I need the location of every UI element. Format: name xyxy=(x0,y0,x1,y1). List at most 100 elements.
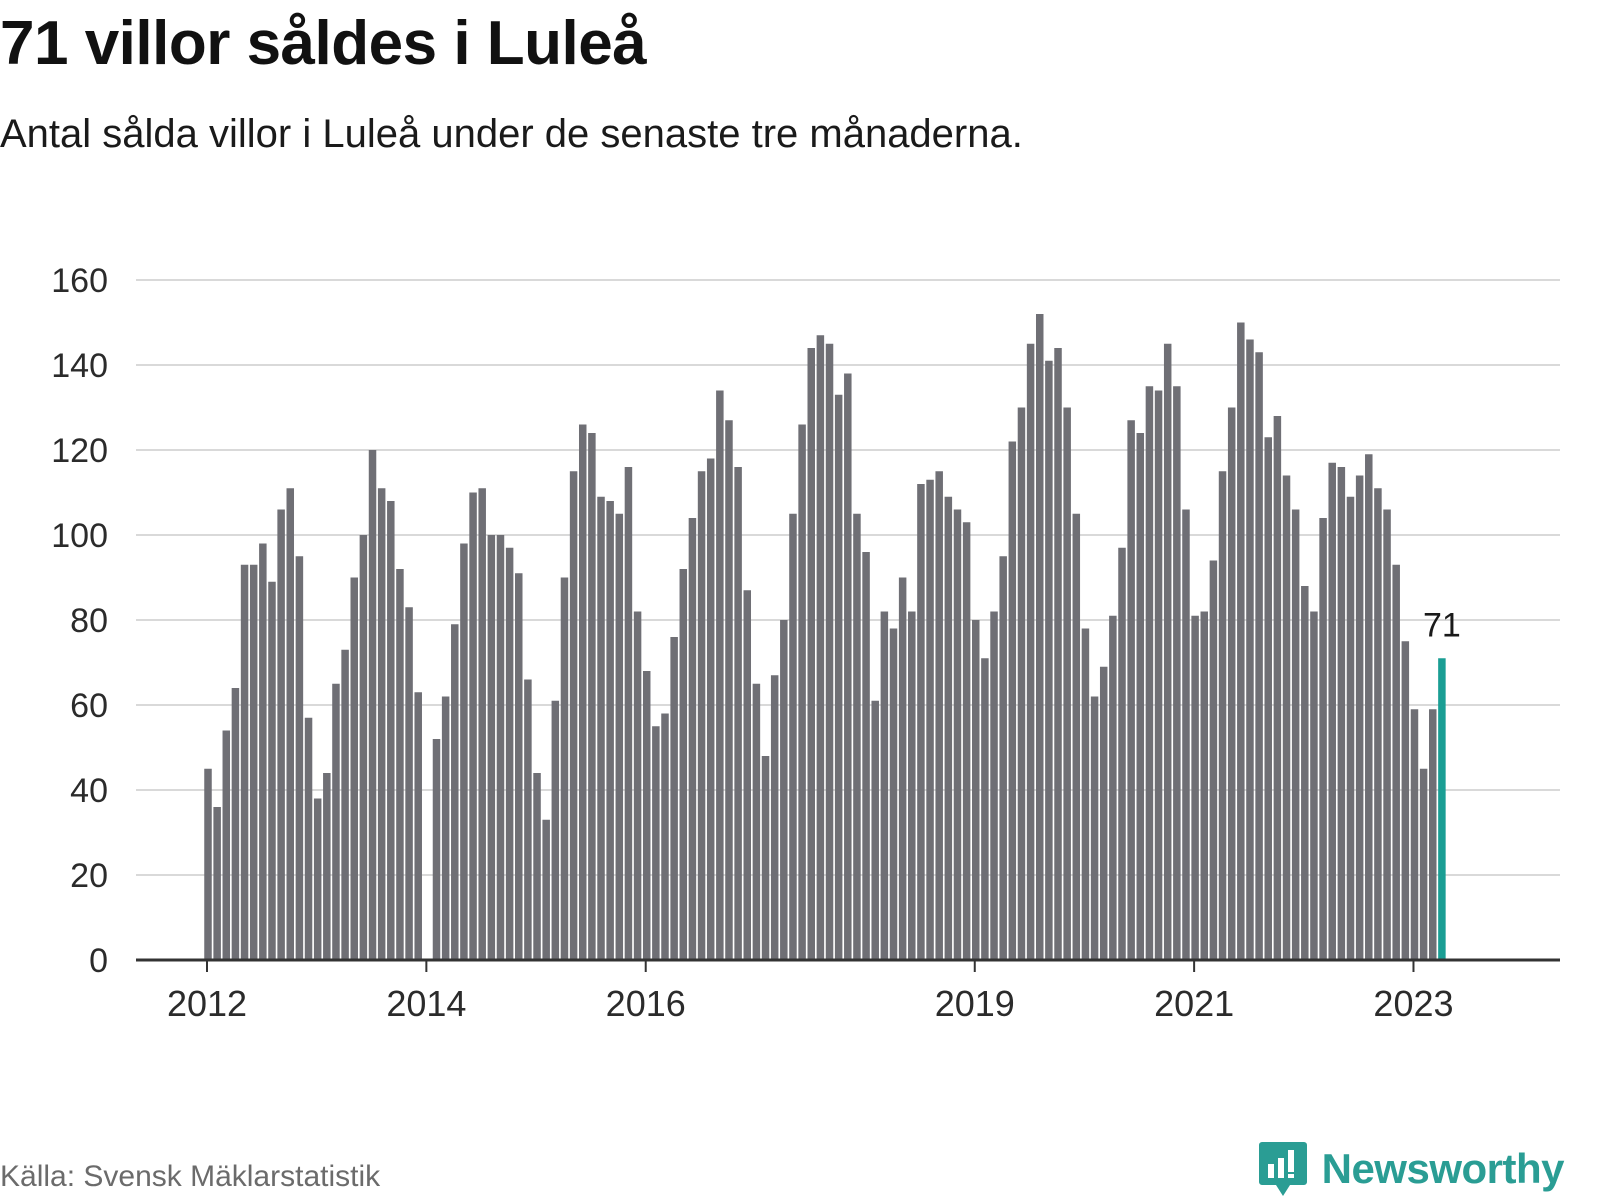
bar xyxy=(880,611,889,960)
bar xyxy=(268,581,276,960)
bar xyxy=(734,467,742,960)
bar xyxy=(231,688,240,960)
bar xyxy=(770,675,779,960)
bar xyxy=(642,671,651,960)
newsworthy-logo-icon xyxy=(1258,1142,1307,1196)
bar xyxy=(213,807,221,960)
bar xyxy=(1355,475,1364,960)
bar xyxy=(1136,433,1145,960)
bar xyxy=(1337,467,1346,960)
bar xyxy=(697,471,706,960)
bar xyxy=(1191,615,1199,960)
bar xyxy=(1392,564,1400,960)
bar xyxy=(716,390,724,960)
bar xyxy=(249,564,258,960)
bar-chart: 0 20 40 60 80 100 120 140 160 71 2012 2014 2016 2019 2… xyxy=(51,262,1560,1024)
bar xyxy=(359,535,368,960)
bar xyxy=(1264,437,1272,960)
bar xyxy=(368,450,377,960)
bar xyxy=(935,471,943,960)
bar xyxy=(944,496,953,960)
bar xyxy=(1383,509,1391,960)
bar xyxy=(1026,343,1035,960)
bar xyxy=(569,471,578,960)
x-tick-label: 2019 xyxy=(935,983,1015,1024)
y-tick-label: 0 xyxy=(89,942,108,980)
bar xyxy=(387,501,395,960)
bar xyxy=(1291,509,1300,960)
bar xyxy=(286,488,295,960)
bar xyxy=(1282,475,1291,960)
bar xyxy=(1008,441,1017,960)
bar xyxy=(496,535,505,960)
x-tick-label: 2023 xyxy=(1373,983,1453,1024)
bar xyxy=(204,768,212,960)
bar xyxy=(1154,390,1163,960)
bar xyxy=(917,484,925,960)
brand-logo[interactable]: Newsworthy xyxy=(1258,1140,1565,1198)
bar xyxy=(1209,560,1218,960)
bar xyxy=(606,501,614,960)
bar xyxy=(1246,339,1254,960)
bar xyxy=(414,692,422,960)
bar xyxy=(1301,586,1309,960)
bar xyxy=(825,343,834,960)
bar xyxy=(962,522,971,960)
source-note: Källa: Svensk Mäklarstatistik xyxy=(0,1160,381,1193)
bar xyxy=(670,637,678,960)
bar xyxy=(1054,348,1062,960)
x-tick-label: 2016 xyxy=(606,983,686,1024)
bar xyxy=(844,373,852,960)
bar xyxy=(1182,509,1190,960)
bar xyxy=(926,479,934,960)
bar xyxy=(524,679,532,960)
bar xyxy=(1173,386,1181,960)
bar xyxy=(1200,611,1209,960)
bar xyxy=(469,492,477,960)
bar xyxy=(1255,352,1263,960)
bar xyxy=(981,658,989,960)
bar xyxy=(277,509,285,960)
bar xyxy=(1310,611,1318,960)
bar xyxy=(1410,709,1419,960)
bar xyxy=(862,552,870,960)
bar xyxy=(1063,407,1071,960)
bar xyxy=(478,488,486,960)
chart-subtitle: Antal sålda villor i Luleå under de sena… xyxy=(0,112,1023,156)
bar xyxy=(332,683,340,960)
bar xyxy=(1319,518,1327,960)
y-tick-label: 120 xyxy=(51,432,108,470)
bar xyxy=(487,535,496,960)
y-tick-label: 80 xyxy=(70,602,108,640)
bar xyxy=(304,717,313,960)
bar xyxy=(624,467,633,960)
bar xyxy=(889,628,898,960)
bar xyxy=(972,620,980,960)
y-tick-label: 60 xyxy=(70,687,108,725)
bar xyxy=(597,496,605,960)
bar xyxy=(789,513,797,960)
bar xyxy=(743,590,752,960)
bar xyxy=(615,513,624,960)
bar xyxy=(432,739,441,960)
brand-name: Newsworthy xyxy=(1321,1145,1565,1192)
bar xyxy=(1017,407,1026,960)
chart-title: 71 villor såldes i Luleå xyxy=(0,9,647,78)
y-tick-label: 140 xyxy=(51,347,108,385)
bar xyxy=(295,556,304,960)
bar xyxy=(1218,471,1227,960)
bar xyxy=(990,611,998,960)
bar xyxy=(1227,407,1236,960)
bar xyxy=(542,819,550,960)
bar xyxy=(1374,488,1382,960)
bar xyxy=(240,564,249,960)
bar xyxy=(652,726,660,960)
bar xyxy=(341,649,349,960)
bar xyxy=(853,513,861,960)
x-tick-label: 2012 xyxy=(167,983,247,1024)
bar xyxy=(350,577,358,960)
bar xyxy=(871,700,879,960)
bar xyxy=(1045,360,1053,960)
bar xyxy=(1429,709,1437,960)
bar xyxy=(1099,666,1108,960)
